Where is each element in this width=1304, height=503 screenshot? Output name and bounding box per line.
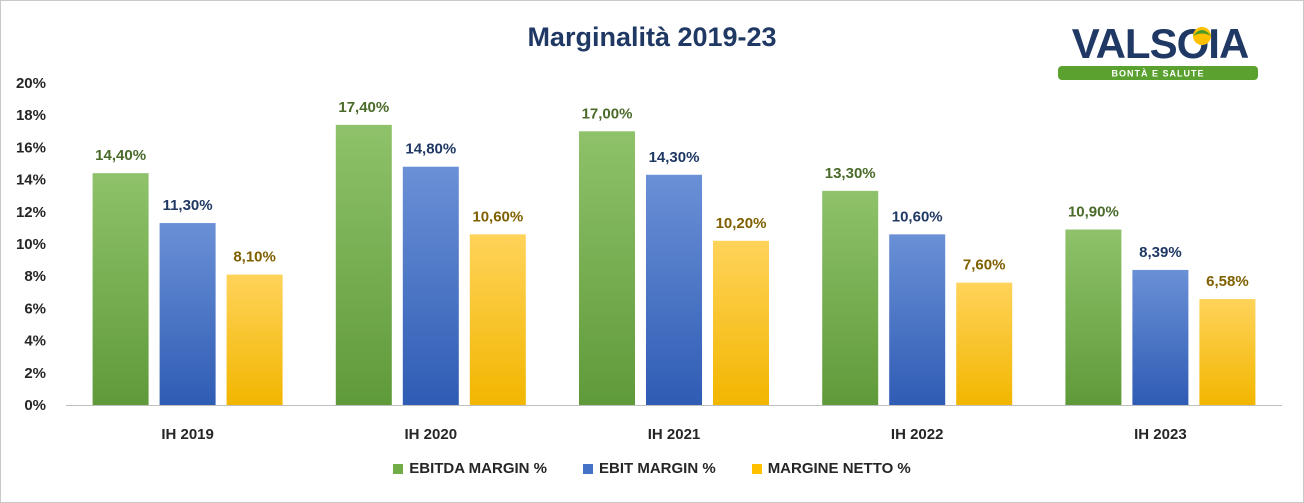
data-label-ebit: 14,30% bbox=[649, 149, 700, 166]
bar-ebitda bbox=[92, 173, 149, 405]
legend-swatch-netto bbox=[751, 463, 762, 474]
legend-swatch-ebitda bbox=[393, 463, 404, 474]
x-tick-label: IH 2022 bbox=[891, 426, 944, 443]
bar-ebit bbox=[159, 223, 216, 405]
x-axis: IH 2019 IH 2020 IH 2021 IH 2022 IH 2023 bbox=[66, 405, 1282, 443]
y-tick-label: 20% bbox=[16, 75, 46, 92]
data-labels-group: 14,40% 11,30% 8,10% 17,40% 14,80% 10,60% 17,00… bbox=[95, 99, 1249, 290]
data-label-netto: 8,10% bbox=[233, 249, 276, 266]
legend-label-ebit: EBIT MARGIN % bbox=[599, 460, 716, 477]
data-label-ebit: 8,39% bbox=[1139, 244, 1182, 261]
y-tick-label: 10% bbox=[16, 236, 46, 253]
y-tick-label: 4% bbox=[24, 333, 46, 350]
bar-netto bbox=[469, 234, 526, 405]
chart-title: Marginalità 2019-23 bbox=[527, 22, 777, 52]
legend-label-ebitda: EBITDA MARGIN % bbox=[409, 460, 548, 477]
data-label-netto: 6,58% bbox=[1206, 273, 1249, 290]
data-label-ebitda: 17,00% bbox=[582, 105, 633, 122]
x-tick-label: IH 2023 bbox=[1134, 426, 1187, 443]
valsoia-logo: VALSOIA BONTÀ E SALUTE bbox=[1058, 20, 1258, 80]
logo-tagline: BONTÀ E SALUTE bbox=[1111, 69, 1204, 79]
bar-ebit bbox=[402, 166, 459, 405]
bar-ebitda bbox=[579, 131, 635, 406]
y-axis: 0% 2% 4% 6% 8% 10% 12% 14% 16% 18% 20% bbox=[16, 75, 46, 414]
bar-netto bbox=[956, 282, 1013, 405]
data-label-ebitda: 10,90% bbox=[1068, 204, 1119, 221]
data-label-netto: 7,60% bbox=[963, 257, 1006, 274]
y-tick-label: 12% bbox=[16, 204, 46, 221]
bar-netto bbox=[226, 274, 283, 405]
legend-swatch-ebit bbox=[583, 463, 594, 474]
y-tick-label: 16% bbox=[16, 139, 46, 156]
bar-ebitda bbox=[335, 124, 392, 406]
data-label-ebit: 14,80% bbox=[405, 141, 456, 158]
y-tick-label: 6% bbox=[24, 300, 46, 317]
x-tick-label: IH 2020 bbox=[405, 426, 458, 443]
bar-netto bbox=[713, 240, 769, 405]
logo-brand-text: VALSOIA bbox=[1072, 20, 1249, 67]
data-label-ebitda: 14,40% bbox=[95, 147, 146, 164]
logo-leaf bbox=[1193, 30, 1211, 36]
legend-item-ebitda: EBITDA MARGIN % bbox=[393, 460, 547, 477]
y-tick-label: 14% bbox=[16, 172, 46, 189]
data-label-ebitda: 17,40% bbox=[338, 99, 389, 116]
legend-label-netto: MARGINE NETTO % bbox=[767, 460, 911, 477]
y-tick-label: 8% bbox=[24, 268, 46, 285]
bar-netto bbox=[1199, 299, 1256, 405]
logo-banner bbox=[1058, 66, 1258, 80]
legend: EBITDA MARGIN % EBIT MARGIN % MARGINE NE… bbox=[0, 460, 1304, 477]
y-tick-label: 18% bbox=[16, 107, 46, 124]
bars-group bbox=[92, 124, 1256, 406]
data-label-netto: 10,60% bbox=[472, 208, 523, 225]
y-tick-label: 0% bbox=[24, 397, 46, 414]
bar-ebitda bbox=[1065, 229, 1122, 405]
bar-ebit bbox=[1132, 269, 1189, 405]
data-label-ebit: 10,60% bbox=[892, 208, 943, 225]
data-label-netto: 10,20% bbox=[716, 215, 767, 232]
x-tick-label: IH 2019 bbox=[161, 426, 214, 443]
data-label-ebit: 11,30% bbox=[163, 197, 213, 214]
bar-ebit bbox=[889, 234, 946, 405]
legend-item-ebit: EBIT MARGIN % bbox=[583, 460, 716, 477]
bar-ebit bbox=[646, 174, 702, 405]
x-tick-label: IH 2021 bbox=[648, 426, 701, 443]
legend-item-netto: MARGINE NETTO % bbox=[751, 460, 911, 477]
y-tick-label: 2% bbox=[24, 365, 46, 382]
bar-ebitda bbox=[822, 190, 879, 405]
data-label-ebitda: 13,30% bbox=[825, 165, 876, 182]
